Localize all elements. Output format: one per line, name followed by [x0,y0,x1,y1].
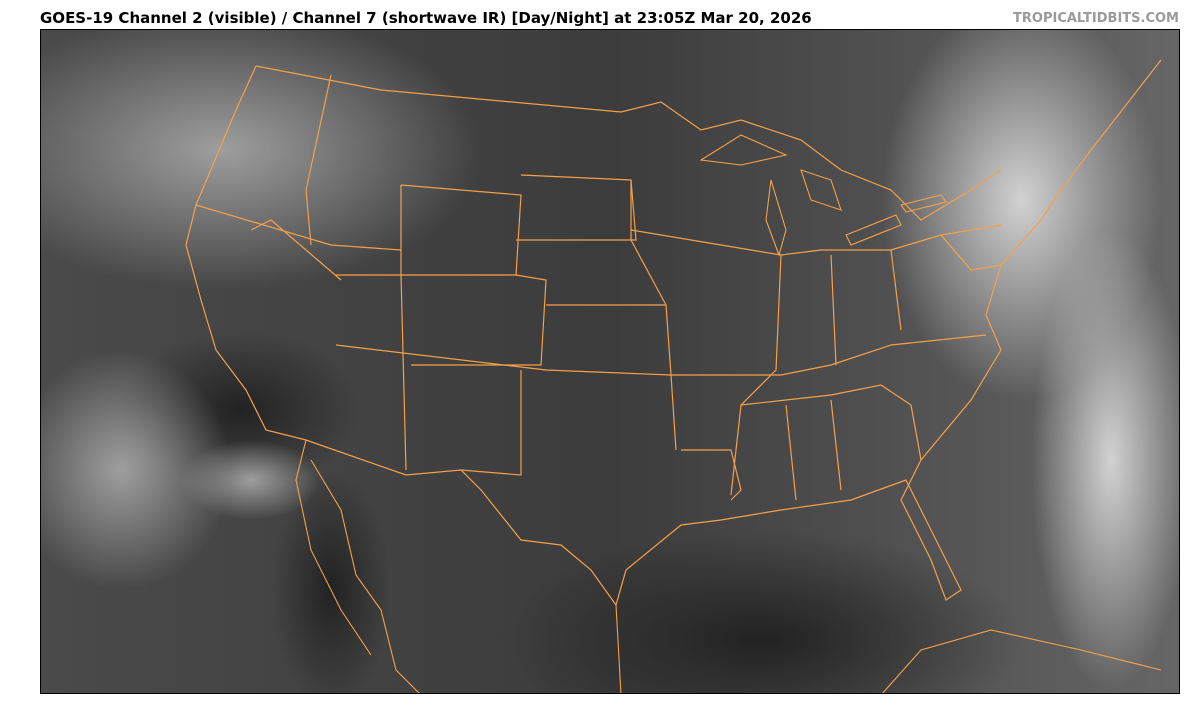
map-title: GOES-19 Channel 2 (visible) / Channel 7 … [40,9,812,27]
us-canada-border [255,65,1002,221]
site-credit: TROPICALTIDBITS.COM [1013,11,1179,26]
mexico-coastline [295,439,1162,693]
satellite-map [40,29,1180,694]
state-boundaries [185,59,1162,607]
us-coastline [185,59,1162,607]
satellite-image [41,30,1179,693]
gulf-of-mexico [501,530,1021,693]
great-lakes [699,134,947,257]
cloud-band-northwest [41,30,481,290]
